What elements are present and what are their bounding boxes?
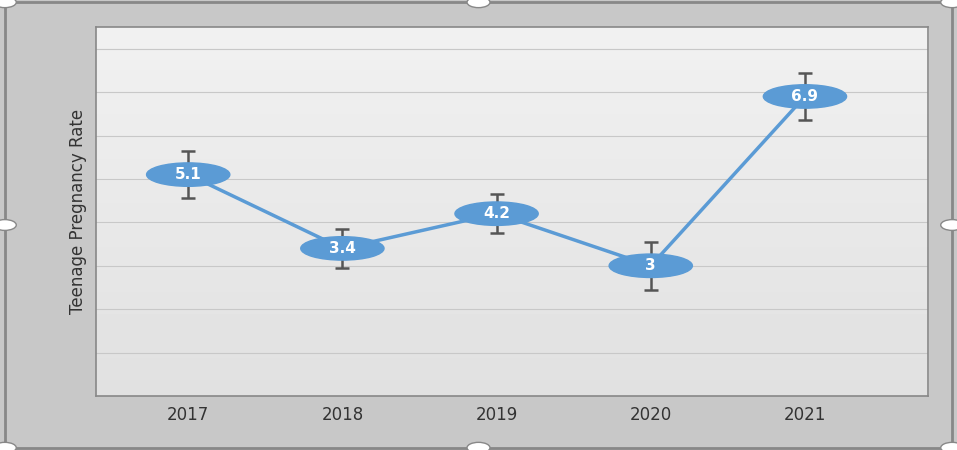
Circle shape bbox=[610, 254, 693, 278]
Text: 3: 3 bbox=[645, 258, 657, 273]
Text: 5.1: 5.1 bbox=[175, 167, 202, 182]
Circle shape bbox=[300, 237, 384, 260]
Text: 3.4: 3.4 bbox=[329, 241, 356, 256]
Text: 6.9: 6.9 bbox=[791, 89, 818, 104]
Circle shape bbox=[146, 163, 230, 186]
Circle shape bbox=[764, 85, 847, 108]
Circle shape bbox=[455, 202, 538, 225]
Text: 4.2: 4.2 bbox=[483, 206, 510, 221]
Y-axis label: Teenage Pregnancy Rate: Teenage Pregnancy Rate bbox=[69, 109, 87, 314]
